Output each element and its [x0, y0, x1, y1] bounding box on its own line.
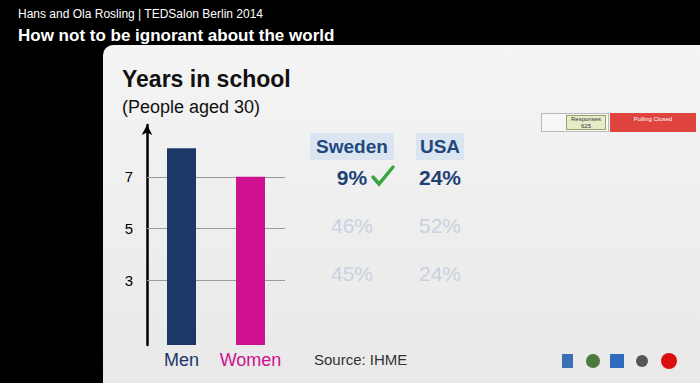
html-text:Polling Closed: Polling Closed [633, 116, 673, 122]
html-text:(People aged 30): (People aged 30) [122, 97, 261, 117]
html-text:45%: 45% [331, 262, 373, 285]
html-text:24%: 24% [419, 166, 461, 189]
html-text:How not to be ignorant about t: How not to be ignorant about the world [18, 26, 335, 45]
html-text:52%: 52% [419, 214, 461, 237]
html-text:625: 625 [581, 123, 591, 129]
html-text:Source: IHME: Source: IHME [314, 351, 408, 368]
html-text:46%: 46% [331, 214, 373, 237]
html-text:Responses: Responses [571, 116, 601, 122]
html-text:Years in school: Years in school [122, 66, 291, 92]
html-text:9%: 9% [336, 166, 368, 189]
html-text:Sweden: Sweden [316, 136, 388, 157]
svg-text:Men: Men [164, 350, 199, 370]
svg-text:3: 3 [125, 272, 133, 289]
svg-text:7: 7 [125, 168, 133, 185]
svg-text:5: 5 [125, 220, 133, 237]
html-text:24%: 24% [419, 262, 461, 285]
html-text:USA: USA [419, 136, 461, 157]
html-text:Hans and Ola Rosling | TEDSalo: Hans and Ola Rosling | TEDSalon Berlin 2… [18, 7, 263, 21]
svg-text:Women: Women [220, 350, 282, 370]
